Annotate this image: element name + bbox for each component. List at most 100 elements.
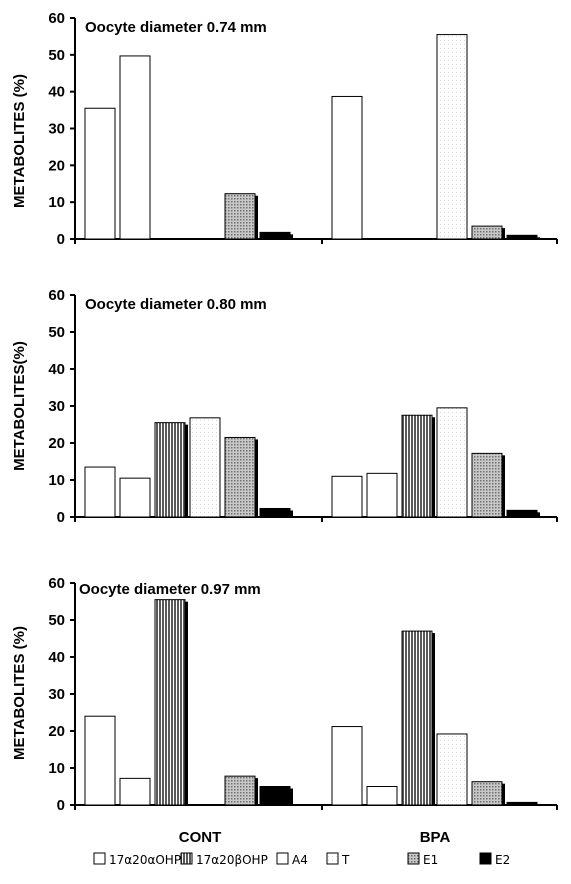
bar-17-20-ohp-bpa [331, 95, 363, 240]
bar-t-bpa [436, 733, 468, 806]
y-tick-label: 20 [48, 435, 65, 452]
bar-t-cont [189, 417, 221, 518]
y-tick-label: 0 [57, 509, 65, 526]
y-tick-label: 40 [48, 84, 65, 101]
bar-e2-cont [259, 507, 291, 518]
legend-label: E2 [495, 853, 510, 867]
bar-a4-cont [119, 477, 151, 518]
bar-e2-cont [259, 786, 291, 806]
bar-17-20-ohp-cont-shadow [185, 601, 188, 805]
y-tick-label: 60 [48, 575, 65, 592]
y-tick-label: 20 [48, 723, 65, 740]
panel-1: METABOLITES (%) Oocyte diameter 0.74 mm … [11, 10, 558, 248]
bar-e1-cont [224, 775, 256, 806]
y-tick-label: 30 [48, 398, 65, 415]
legend-label: A4 [292, 853, 308, 867]
bar-17-20-ohp-cont [84, 466, 116, 518]
bar-e1-cont-shadow [255, 439, 258, 517]
legend-swatch [276, 852, 289, 865]
y-tick-label: 10 [48, 760, 65, 777]
bar-17-20-ohp-cont-shadow [185, 424, 188, 517]
bar-e2-bpa-shadow [537, 804, 540, 805]
y-tick-label: 10 [48, 472, 65, 489]
panel-3-ylabel: METABOLITES (%) [11, 626, 28, 760]
bar-e1-bpa [471, 225, 503, 240]
bar-e1-bpa [471, 781, 503, 806]
y-tick-label: 60 [48, 287, 65, 304]
legend-item-t: T [326, 852, 350, 867]
bar-e2-cont-shadow [290, 234, 293, 239]
bar-e1-cont [224, 193, 256, 240]
bar-e1-cont [224, 436, 256, 518]
legend-swatch [93, 852, 106, 865]
y-tick-label: 10 [48, 194, 65, 211]
legend-label: 17α20βOHP [196, 853, 268, 867]
bar-a4-cont [119, 55, 151, 240]
bar-17-20-ohp-cont [84, 715, 116, 806]
panel-2: METABOLITES(%) Oocyte diameter 0.80 mm 0… [11, 287, 558, 526]
legend-item-17-20-ohp: 17α20αOHP [93, 852, 181, 867]
bar-e2-bpa [506, 509, 538, 518]
bar-17-20-ohp-bpa [331, 726, 363, 806]
y-tick-label: 0 [57, 797, 65, 814]
y-tick-label: 30 [48, 121, 65, 138]
y-tick-label: 30 [48, 686, 65, 703]
panel-1-bars [84, 34, 540, 240]
legend: 17α20αOHP 17α20βOHP A4 T E1 E2 [93, 852, 510, 867]
bar-17-20-ohp-bpa-shadow [432, 417, 435, 517]
y-tick-label: 50 [48, 324, 65, 341]
bar-e1-bpa-shadow [502, 783, 505, 805]
legend-label: E1 [423, 853, 438, 867]
bar-t-bpa [436, 407, 468, 518]
y-tick-label: 20 [48, 157, 65, 174]
bar-a4-bpa [366, 472, 398, 518]
bar-17-20-ohp-bpa [401, 414, 433, 518]
bar-e2-cont [259, 231, 291, 240]
y-tick-label: 50 [48, 612, 65, 629]
legend-item-17-20-ohp: 17α20βOHP [180, 852, 268, 867]
y-tick-label: 60 [48, 10, 65, 27]
legend-swatch [407, 852, 420, 865]
y-tick-label: 0 [57, 231, 65, 248]
panel-3-title: Oocyte diameter 0.97 mm [79, 581, 261, 598]
bar-a4-bpa [366, 786, 398, 806]
legend-swatch [326, 852, 339, 865]
panel-3: METABOLITES (%) Oocyte diameter 0.97 mm … [11, 575, 558, 814]
bar-17-20-ohp-bpa [401, 630, 433, 806]
legend-label: 17α20αOHP [109, 853, 181, 867]
panel-3-bars [84, 599, 540, 806]
y-tick-label: 40 [48, 361, 65, 378]
bar-e1-bpa [471, 452, 503, 518]
y-tick-label: 40 [48, 649, 65, 666]
legend-swatch [180, 852, 193, 865]
bar-e2-bpa-shadow [537, 512, 540, 517]
bar-17-20-ohp-cont [84, 107, 116, 240]
legend-item-a4: A4 [276, 852, 308, 867]
panel-2-ylabel: METABOLITES(%) [11, 341, 28, 471]
bar-e2-bpa [506, 234, 538, 240]
bar-e2-cont-shadow [290, 510, 293, 517]
bar-e1-cont-shadow [255, 195, 258, 239]
bar-17-20-ohp-cont [154, 422, 186, 518]
bar-17-20-ohp-bpa-shadow [432, 633, 435, 805]
bar-e2-bpa-shadow [537, 237, 540, 239]
bar-e2-bpa [506, 801, 538, 806]
legend-swatch [479, 852, 492, 865]
bar-t-bpa [436, 34, 468, 240]
bar-17-20-ohp-cont [154, 599, 186, 806]
y-tick-label: 50 [48, 47, 65, 64]
bar-e1-bpa-shadow [502, 455, 505, 517]
panel-1-ylabel: METABOLITES (%) [11, 74, 28, 208]
category-label-cont: CONT [179, 829, 222, 846]
panel-1-title: Oocyte diameter 0.74 mm [85, 19, 267, 36]
bar-e1-bpa-shadow [502, 228, 505, 239]
category-label-bpa: BPA [420, 829, 451, 846]
legend-label: T [341, 853, 350, 867]
panel-1-axes: 0 10 20 30 40 50 60 [48, 10, 558, 248]
legend-item-e2: E2 [479, 852, 510, 867]
legend-item-e1: E1 [407, 852, 438, 867]
panel-2-bars [84, 407, 540, 518]
bar-e1-cont-shadow [255, 778, 258, 805]
bar-a4-cont [119, 777, 151, 806]
